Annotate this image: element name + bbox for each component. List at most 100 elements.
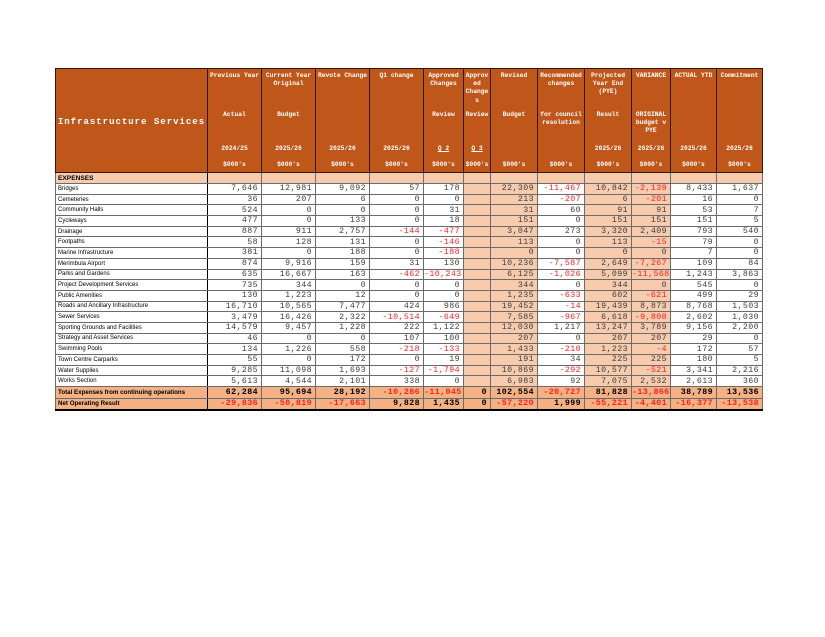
- column-top-label: ACTUAL YTD: [674, 72, 713, 79]
- cell-commitment: 2,200: [716, 321, 763, 334]
- cell-projected-year-end: 602: [584, 289, 632, 302]
- cell-q1-change: 0: [369, 289, 424, 302]
- cell-projected-year-end: 19,439: [584, 300, 632, 313]
- row-label: Roads and Ancillary Infrastructure: [55, 300, 208, 313]
- cell-approved-q2: 986: [423, 300, 464, 313]
- cell-cur-year-original: 0: [261, 332, 316, 345]
- column-header-actual-ytd: ACTUAL YTD 2025/26 $000's: [670, 68, 717, 173]
- cell-actual-ytd: [670, 172, 717, 184]
- cell-commitment: 5: [716, 215, 763, 227]
- cell-approved-q3: [463, 268, 491, 281]
- row-label: Total Expenses from continuing operation…: [55, 386, 208, 399]
- cell-revised-budget: 102,554: [490, 386, 538, 399]
- cell-actual-ytd: 53: [670, 204, 717, 217]
- cell-variance: -2,139: [631, 183, 671, 195]
- cell-variance: -7,267: [631, 257, 671, 270]
- column-top-label: Recommended changes: [540, 72, 582, 88]
- cell-projected-year-end: 344: [584, 279, 632, 291]
- budget-report-sheet: Infrastructure Services Previous Year Actu…: [55, 68, 763, 411]
- cell-approved-q2: 100: [423, 332, 464, 345]
- row-label: Sporting Grounds and Facilities: [55, 321, 208, 334]
- cell-projected-year-end: [584, 172, 632, 184]
- cell-revised-budget: 191: [490, 354, 538, 366]
- cell-prev-year: 14,579: [207, 321, 262, 334]
- cell-recommended-changes: [537, 172, 585, 184]
- column-header-revote-change: Revote Change 2025/26 $000's: [315, 68, 370, 173]
- column-top-label: Approved Changes: [465, 72, 489, 104]
- cell-commitment: 29: [716, 289, 763, 302]
- cell-commitment: 1,030: [716, 311, 763, 323]
- column-top-label: Current Year Original: [265, 72, 312, 88]
- cell-commitment: 7: [716, 204, 763, 217]
- row-public-amenities: Public Amenities 130 1,223 12 0 0 1,235 -633 602…: [55, 289, 763, 302]
- cell-approved-q2: -133: [423, 343, 464, 355]
- column-year-label: 2025/26: [637, 145, 665, 152]
- cell-q1-change: -218: [369, 343, 424, 355]
- cell-revote-change: 1,693: [315, 364, 370, 377]
- cell-approved-q3: [463, 279, 491, 291]
- cell-variance: 0: [631, 279, 671, 291]
- column-year-label: 2025/26: [594, 145, 622, 152]
- row-merimbula-airport: Merimbula Airport 874 9,916 159 31 130 10,236-…: [55, 257, 763, 270]
- column-header-cur-year-original: Current Year Original Budget 2025/26 $000's: [261, 68, 316, 173]
- row-label: Drainage: [55, 225, 208, 238]
- cell-revised-budget: 12,030: [490, 321, 538, 334]
- cell-approved-q3: [463, 311, 491, 323]
- cell-revote-change: 163: [315, 268, 370, 281]
- cell-actual-ytd: 109: [670, 257, 717, 270]
- cell-approved-q2: -1,794: [423, 364, 464, 377]
- cell-approved-q2: -477: [423, 225, 464, 238]
- cell-q1-change: 0: [369, 204, 424, 217]
- row-label: Sewer Services: [55, 311, 208, 323]
- cell-actual-ytd: 180: [670, 354, 717, 366]
- cell-approved-q3: [463, 236, 491, 249]
- cell-revote-change: 9,092: [315, 183, 370, 195]
- cell-actual-ytd: 29: [670, 332, 717, 345]
- total-expenses-row: Total Expenses from continuing operation…: [55, 386, 763, 399]
- row-cemeteries: Cemeteries 36 207 6 0 0 213 -207 6 -201 16 0: [55, 193, 763, 206]
- cell-revote-change: 1,228: [315, 321, 370, 334]
- column-unit-label: $000's: [728, 161, 751, 168]
- row-label: Water Supplies: [55, 364, 208, 377]
- header-row: Infrastructure Services Previous Year Actu…: [55, 68, 763, 173]
- row-drainage: Drainage 887 911 2,757 -144 -477 3,047 273 3,320…: [55, 225, 763, 238]
- row-community-halls: Community Halls 524 0 0 0 31 31 60 91 91 53 7: [55, 204, 763, 217]
- row-swimming-pools: Swimming Pools 134 1,226 558 -218 -133 1,433 -2…: [55, 343, 763, 355]
- cell-approved-q3: [463, 225, 491, 238]
- cell-revote-change: 2,101: [315, 375, 370, 388]
- cell-variance: -4,401: [631, 397, 671, 411]
- cell-recommended-changes: 0: [537, 215, 585, 227]
- column-header-approved-q2: Approved Changes Review Q 2 $000's: [423, 68, 464, 173]
- cell-revote-change: 7,477: [315, 300, 370, 313]
- cell-revote-change: 2,757: [315, 225, 370, 238]
- cell-recommended-changes: -20,727: [537, 386, 585, 399]
- row-label: Community Halls: [55, 204, 208, 217]
- cell-approved-q3: 0: [463, 386, 491, 399]
- cell-revised-budget: 10,236: [490, 257, 538, 270]
- row-label: Net Operating Result: [55, 397, 208, 411]
- cell-recommended-changes: 1,999: [537, 397, 585, 411]
- cell-cur-year-original: 16,667: [261, 268, 316, 281]
- row-cycleways: Cycleways 477 0 133 0 18 151 0 151 151 151 5: [55, 215, 763, 227]
- cell-recommended-changes: 0: [537, 279, 585, 291]
- cell-projected-year-end: 13,247: [584, 321, 632, 334]
- cell-approved-q2: -188: [423, 247, 464, 259]
- cell-actual-ytd: 8,768: [670, 300, 717, 313]
- cell-variance: 151: [631, 215, 671, 227]
- cell-commitment: 0: [716, 193, 763, 206]
- cell-actual-ytd: 79: [670, 236, 717, 249]
- column-year-label: 2024/25: [221, 145, 248, 152]
- cell-actual-ytd: 151: [670, 215, 717, 227]
- cell-revised-budget: 7,585: [490, 311, 538, 323]
- column-year-label: 2025/26: [383, 145, 410, 152]
- cell-commitment: 13,536: [716, 386, 763, 399]
- cell-projected-year-end: 7,075: [584, 375, 632, 388]
- column-top-label: Previous Year: [209, 72, 260, 79]
- row-label: Swimming Pools: [55, 343, 208, 355]
- cell-revised-budget: 213: [490, 193, 538, 206]
- cell-variance: 8,873: [631, 300, 671, 313]
- column-mid-label: Actual: [223, 111, 246, 118]
- cell-cur-year-original: 12,981: [261, 183, 316, 195]
- cell-prev-year: 3,479: [207, 311, 262, 323]
- cell-actual-ytd: 38,789: [670, 386, 717, 399]
